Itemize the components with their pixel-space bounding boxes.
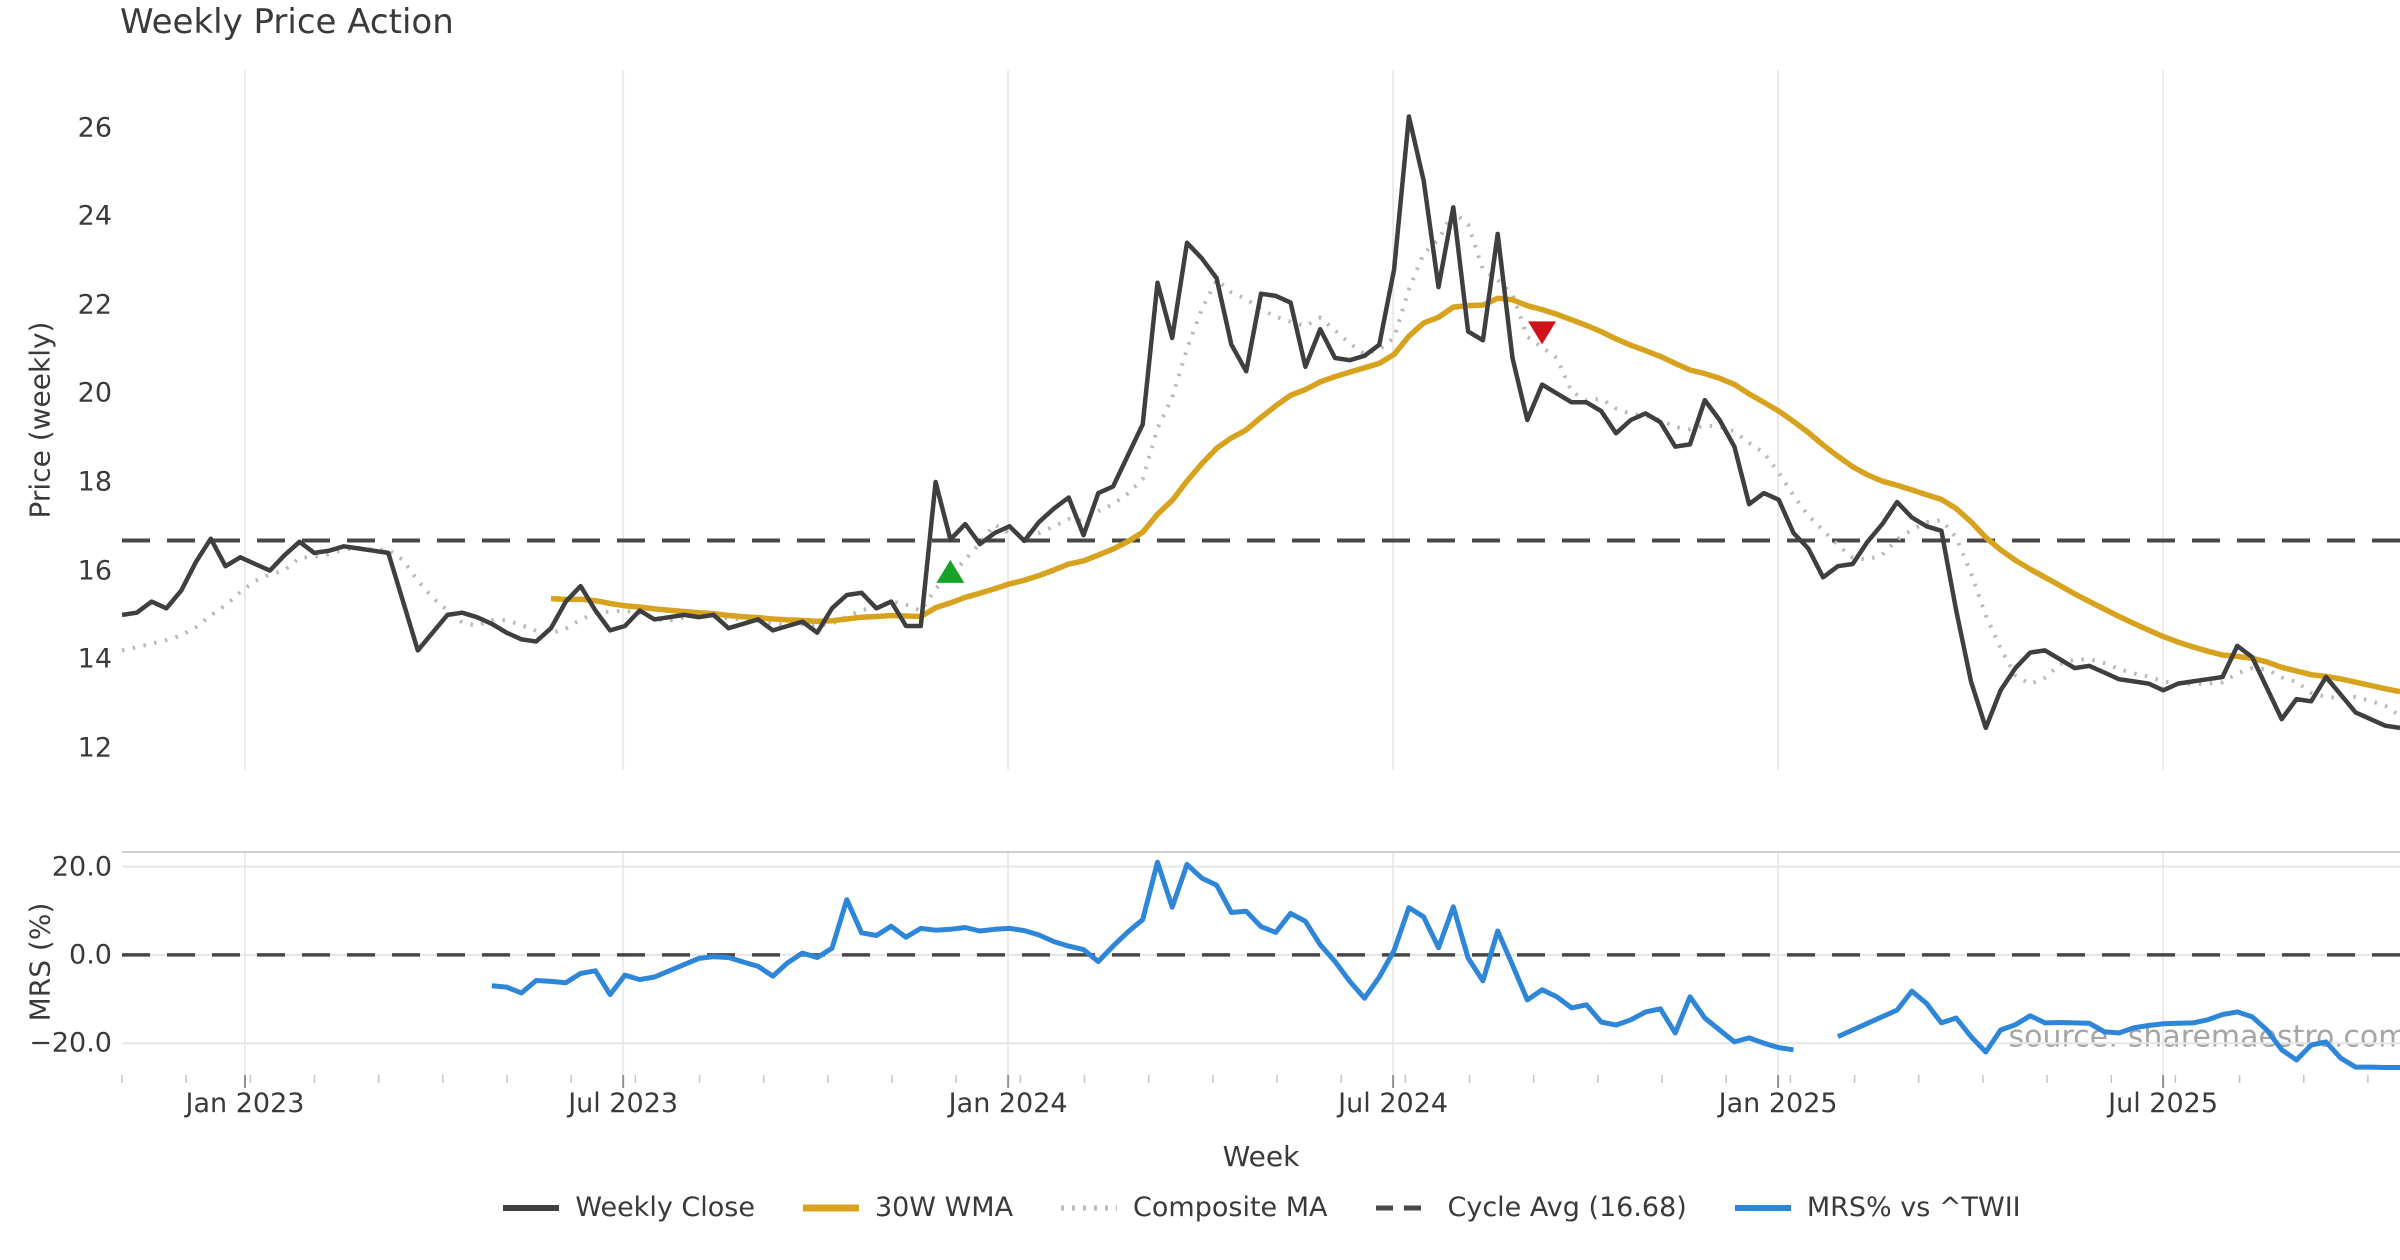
wma-30w-line [550,295,2400,695]
price-ytick-24: 24 [77,200,112,232]
mrs-ytick--20: −20.0 [29,1027,112,1059]
legend-swatch [1375,1205,1432,1210]
sell-signal-marker [1528,321,1557,345]
xtick-jan-2023: Jan 2023 [185,1088,305,1119]
xtick-jan-2024: Jan 2024 [948,1088,1068,1119]
legend-item-mrs-vs-twii: MRS% vs ^TWII [1733,1192,2021,1223]
weekly-close-line [121,114,2400,731]
x-axis-label: Week [1222,1140,1300,1173]
legend-swatch [1061,1205,1118,1210]
buy-signal-marker [936,559,965,583]
price-ytick-20: 20 [77,377,112,409]
xtick-jul-2023: Jul 2023 [568,1088,679,1119]
legend-label: Weekly Close [575,1192,755,1223]
page-title: Weekly Price Action [120,2,454,42]
legend-swatch [1734,1204,1791,1211]
legend-swatch [802,1204,859,1211]
xtick-jul-2025: Jul 2025 [2108,1088,2219,1119]
mrs-ytick-0: 0.0 [69,939,112,971]
price-ytick-16: 16 [77,555,112,587]
legend-swatch [503,1204,560,1211]
legend-item-composite-ma: Composite MA [1059,1192,1328,1223]
legend-label: Cycle Avg (16.68) [1447,1192,1687,1223]
legend-item-weekly-close: Weekly Close [501,1192,755,1223]
legend-item-30w-wma: 30W WMA [801,1192,1013,1223]
price-ytick-22: 22 [77,289,112,321]
xtick-jan-2025: Jan 2025 [1718,1088,1838,1119]
price-ytick-14: 14 [77,643,112,675]
xtick-jul-2024: Jul 2024 [1338,1088,1449,1119]
chart-legend: Weekly Close 30W WMA Composite MA Cycle Avg… [122,1192,2400,1223]
mrs-ytick-20: 20.0 [51,851,112,883]
composite-ma-line [121,209,2400,718]
price-ytick-26: 26 [77,112,112,144]
legend-label: 30W WMA [874,1192,1014,1223]
legend-item-cycle-avg-16-68-: Cycle Avg (16.68) [1374,1192,1687,1223]
legend-label: MRS% vs ^TWII [1806,1192,2021,1223]
price-ytick-12: 12 [77,732,112,764]
price-ytick-18: 18 [77,466,112,498]
legend-label: Composite MA [1133,1192,1328,1223]
mrs-line [491,859,2400,1070]
